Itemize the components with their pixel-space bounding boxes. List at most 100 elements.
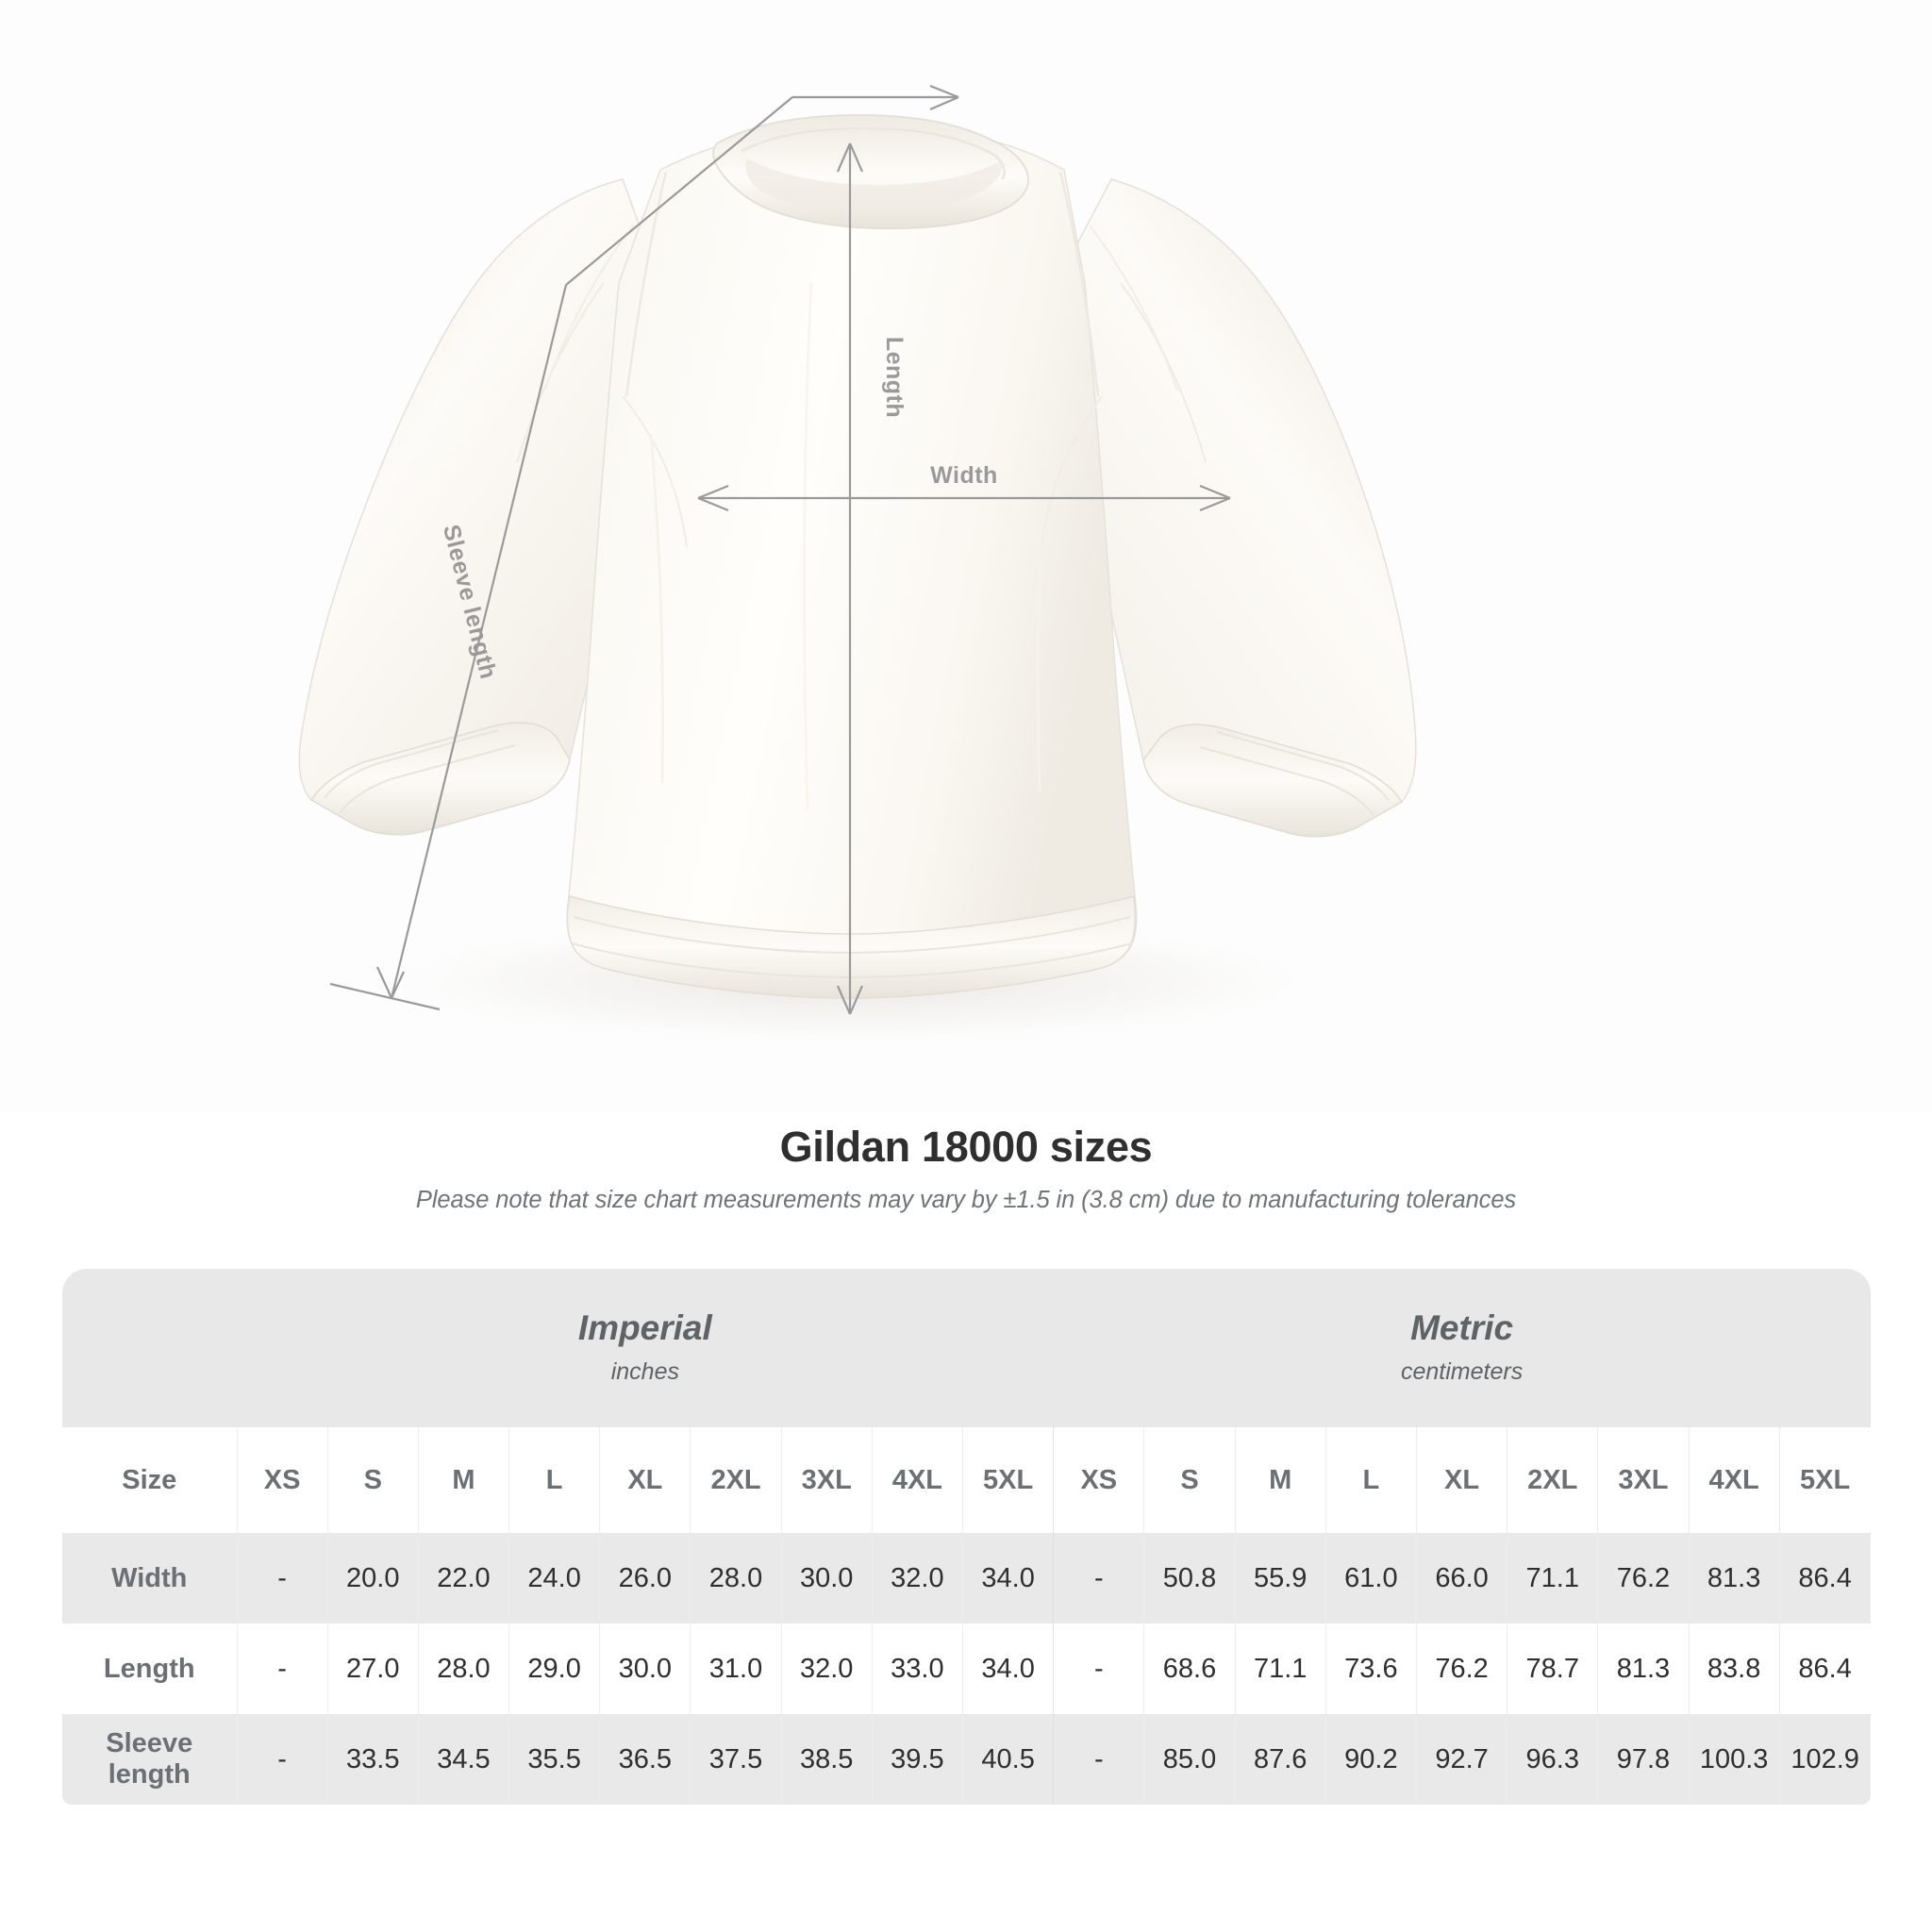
cell-value: 28.0 xyxy=(690,1533,782,1624)
cell-value: 29.0 xyxy=(508,1624,600,1714)
cell-value: 34.0 xyxy=(961,1533,1054,1624)
sleeve-length-dimension: Sleeve length xyxy=(329,84,959,1011)
size-header-imperial-xs: XS xyxy=(236,1427,328,1533)
size-header-metric-m: M xyxy=(1234,1427,1326,1533)
cell-value: 26.0 xyxy=(599,1533,691,1624)
cell-value: 96.3 xyxy=(1507,1714,1598,1805)
sleeve-length-label: Sleeve length xyxy=(438,522,502,681)
size-header-imperial-l: L xyxy=(508,1427,600,1533)
cell-value: 86.4 xyxy=(1778,1624,1871,1714)
size-header-label: Size xyxy=(62,1427,237,1533)
page-title: Gildan 18000 sizes xyxy=(779,1123,1153,1171)
size-header-metric-5xl: 5XL xyxy=(1778,1427,1871,1533)
unit-name-metric: Metric xyxy=(1410,1308,1514,1348)
cell-value: 85.0 xyxy=(1143,1714,1236,1805)
cell-value: 33.0 xyxy=(871,1624,963,1714)
cell-value: 66.0 xyxy=(1415,1533,1507,1624)
row-label-sleeve-length: Sleeve length xyxy=(62,1714,237,1805)
cell-value: 55.9 xyxy=(1234,1533,1326,1624)
unit-header-metric: Metric centimeters xyxy=(1053,1269,1871,1427)
cell-value: 20.0 xyxy=(326,1533,419,1624)
cell-value: - xyxy=(236,1533,328,1624)
cell-value: 71.1 xyxy=(1234,1624,1326,1714)
length-label: Length xyxy=(881,337,908,418)
unit-name-imperial: Imperial xyxy=(577,1308,712,1348)
size-header-metric-s: S xyxy=(1143,1427,1236,1533)
cell-value: 61.0 xyxy=(1324,1533,1417,1624)
cell-value: 76.2 xyxy=(1415,1624,1507,1714)
chart-title-block: Gildan 18000 sizes Please note that size… xyxy=(0,1123,1932,1214)
unit-sub-metric: centimeters xyxy=(1401,1357,1524,1385)
cell-value: 31.0 xyxy=(690,1624,782,1714)
cell-value: 100.3 xyxy=(1688,1714,1780,1805)
cell-value: 30.0 xyxy=(599,1624,691,1714)
cell-value: 78.7 xyxy=(1507,1624,1598,1714)
size-header-imperial-3xl: 3XL xyxy=(780,1427,873,1533)
size-header-row: Size XS S M L XL 2XL 3XL 4XL 5XL XS S M L XL 2XL 3XL 4XL 5… xyxy=(62,1427,1871,1533)
size-header-imperial-xl: XL xyxy=(599,1427,691,1533)
cell-value: 32.0 xyxy=(780,1624,873,1714)
cell-value: 24.0 xyxy=(508,1533,600,1624)
cell-value: 38.5 xyxy=(780,1714,873,1805)
cell-value: 81.3 xyxy=(1597,1624,1690,1714)
size-header-metric-4xl: 4XL xyxy=(1688,1427,1780,1533)
cell-value: 90.2 xyxy=(1324,1714,1417,1805)
table-row: Sleeve length -33.5 34.5 35.5 36.5 37.5 38.5 39… xyxy=(62,1714,1871,1805)
row-label-width: Width xyxy=(62,1533,237,1624)
cell-value: 32.0 xyxy=(871,1533,963,1624)
cell-value: 50.8 xyxy=(1143,1533,1236,1624)
size-table-container: Imperial inches Metric centimeters Size X… xyxy=(62,1269,1871,1805)
size-table-body: Width -20.0 22.0 24.0 26.0 28.0 30.0 32.0 34.0-5… xyxy=(62,1533,1871,1805)
table-row: Width -20.0 22.0 24.0 26.0 28.0 30.0 32.0 34.0-5… xyxy=(62,1533,1871,1624)
size-header-metric-2xl: 2XL xyxy=(1507,1427,1598,1533)
size-header-metric-3xl: 3XL xyxy=(1597,1427,1690,1533)
cell-value: 81.3 xyxy=(1688,1533,1780,1624)
size-header-imperial-4xl: 4XL xyxy=(871,1427,963,1533)
unit-sub-imperial: inches xyxy=(610,1357,679,1385)
cell-value: 83.8 xyxy=(1688,1624,1780,1714)
unit-header-imperial: Imperial inches xyxy=(237,1269,1054,1427)
cell-value: 34.5 xyxy=(417,1714,509,1805)
cell-value: 102.9 xyxy=(1778,1714,1871,1805)
cell-value: - xyxy=(236,1624,328,1714)
table-row: Length -27.0 28.0 29.0 30.0 31.0 32.0 33.0 34.0-… xyxy=(62,1624,1871,1714)
width-dimension: Width xyxy=(697,462,1231,512)
cell-value: 30.0 xyxy=(780,1533,873,1624)
cell-value: 76.2 xyxy=(1597,1533,1690,1624)
cell-value: 33.5 xyxy=(326,1714,419,1805)
size-header-imperial-5xl: 5XL xyxy=(961,1427,1054,1533)
cell-value: 87.6 xyxy=(1234,1714,1326,1805)
cell-value: 73.6 xyxy=(1324,1624,1417,1714)
row-label-length: Length xyxy=(62,1624,237,1714)
cell-value: 22.0 xyxy=(417,1533,509,1624)
size-header-metric-xl: XL xyxy=(1415,1427,1507,1533)
size-header-metric-l: L xyxy=(1324,1427,1417,1533)
width-label: Width xyxy=(930,462,998,489)
size-header-imperial-s: S xyxy=(326,1427,419,1533)
cell-value: 28.0 xyxy=(417,1624,509,1714)
cell-value: - xyxy=(236,1714,328,1805)
cell-value: 35.5 xyxy=(508,1714,600,1805)
cell-value: 68.6 xyxy=(1143,1624,1236,1714)
unit-header-spacer xyxy=(62,1269,237,1427)
size-table: Imperial inches Metric centimeters Size X… xyxy=(62,1269,1871,1805)
cell-value: 40.5 xyxy=(961,1714,1054,1805)
sweatshirt-image xyxy=(298,114,1417,1047)
cell-value: - xyxy=(1053,1714,1144,1805)
cell-value: 27.0 xyxy=(326,1624,419,1714)
cell-value: 39.5 xyxy=(871,1714,963,1805)
cell-value: - xyxy=(1053,1624,1144,1714)
cell-value: 34.0 xyxy=(961,1624,1054,1714)
garment-illustration: Length Width S xyxy=(298,84,1417,1047)
cell-value: 71.1 xyxy=(1507,1533,1598,1624)
cell-value: 37.5 xyxy=(690,1714,782,1805)
cell-value: 97.8 xyxy=(1597,1714,1690,1805)
size-header-metric-xs: XS xyxy=(1053,1427,1144,1533)
measurement-annotations: Length Width S xyxy=(329,84,1231,1015)
tolerance-note: Please note that size chart measurements… xyxy=(415,1187,1517,1213)
length-dimension: Length xyxy=(836,142,908,1015)
size-header-imperial-2xl: 2XL xyxy=(690,1427,782,1533)
unit-header-row: Imperial inches Metric centimeters xyxy=(62,1269,1871,1427)
size-header-imperial-m: M xyxy=(417,1427,509,1533)
